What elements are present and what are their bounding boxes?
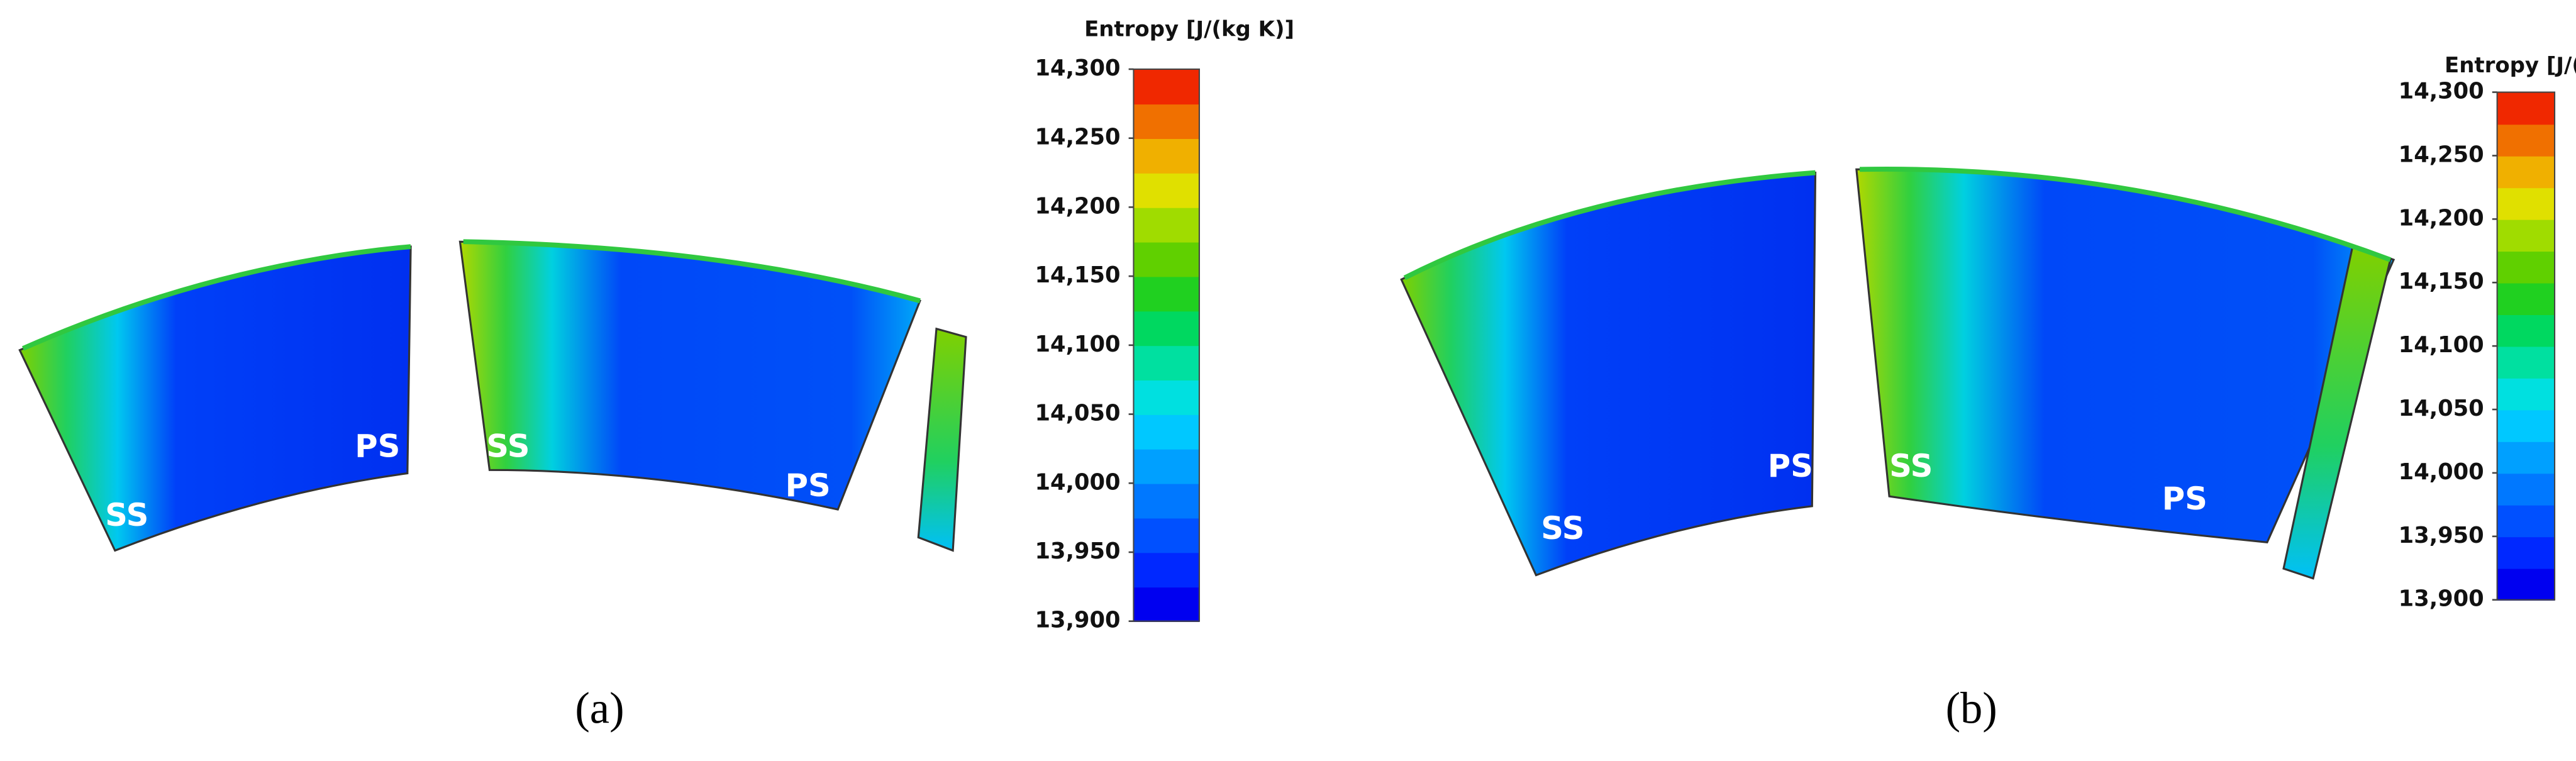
colorbar-band <box>2497 346 2555 379</box>
colorbar-band <box>2497 124 2555 157</box>
colorbar-tick-label: 14,050 <box>2399 396 2484 421</box>
region-label: SS <box>486 428 530 464</box>
colorbar-tick-label: 13,950 <box>1035 538 1121 564</box>
colorbar-band <box>2497 568 2555 601</box>
colorbar-tick-label: 14,150 <box>1035 262 1121 288</box>
region-label: PS <box>1768 448 1813 484</box>
colorbar-band <box>2497 282 2555 315</box>
colorbar-tick-label: 14,000 <box>1035 469 1121 495</box>
colorbar-band <box>1133 103 1199 139</box>
colorbar-tick-label: 13,900 <box>2399 586 2484 612</box>
passage <box>1400 171 1817 577</box>
colorbar-band <box>1133 552 1199 588</box>
colorbar-tick-label: 13,900 <box>1035 608 1121 633</box>
colorbar-title: Entropy [J/(kg K)] <box>1084 17 1294 42</box>
colorbar-tick-label: 14,050 <box>1035 401 1121 426</box>
colorbar-band <box>1133 414 1199 450</box>
colorbar-band <box>2497 504 2555 538</box>
region-label: PS <box>2162 480 2207 517</box>
strip <box>917 327 967 552</box>
region-label: PS <box>355 428 400 464</box>
caption: (a) <box>575 684 624 733</box>
colorbar-band <box>2497 441 2555 474</box>
colorbar-band <box>2497 155 2555 189</box>
region-label: SS <box>105 497 148 533</box>
passage <box>18 245 412 552</box>
colorbar-tick-label: 14,150 <box>2399 269 2484 294</box>
colorbar-band <box>1133 483 1199 519</box>
colorbar-tick-label: 13,950 <box>2399 523 2484 548</box>
colorbar-band <box>1133 379 1199 415</box>
colorbar-band <box>2497 187 2555 220</box>
colorbar-band <box>1133 310 1199 347</box>
colorbar-title: Entropy [J/(kg K)] <box>2445 53 2576 78</box>
colorbar-band <box>2497 250 2555 284</box>
colorbar-tick-label: 14,000 <box>2399 459 2484 485</box>
colorbar-band <box>1133 69 1199 105</box>
colorbar-band <box>2497 409 2555 442</box>
colorbar-band <box>2497 536 2555 569</box>
colorbar-tick-label: 14,250 <box>2399 142 2484 167</box>
colorbar-tick-label: 14,200 <box>2399 205 2484 231</box>
colorbar-band <box>2497 219 2555 252</box>
colorbar-band <box>1133 242 1199 277</box>
colorbar-band <box>1133 448 1199 484</box>
colorbar-band <box>1133 518 1199 553</box>
colorbar-band <box>1133 172 1199 208</box>
panel-a-field <box>18 239 967 552</box>
colorbar-tick-label: 14,300 <box>1035 55 1121 81</box>
colorbar-band <box>1133 207 1199 243</box>
colorbar-band <box>1133 586 1199 622</box>
edge <box>21 239 921 351</box>
colorbar-tick-label: 14,200 <box>1035 193 1121 219</box>
region-label: SS <box>1889 448 1933 484</box>
colorbar-band <box>1133 345 1199 380</box>
colorbar-band <box>2497 314 2555 347</box>
caption: (b) <box>1946 684 1997 733</box>
colorbar-band <box>2497 472 2555 506</box>
colorbar-band <box>1133 138 1199 174</box>
colorbar-band <box>2497 377 2555 411</box>
region-label: PS <box>786 467 831 504</box>
colorbar-tick-label: 14,100 <box>1035 331 1121 357</box>
colorbar-tick-label: 14,100 <box>2399 332 2484 358</box>
colorbar-tick-label: 14,250 <box>1035 125 1121 150</box>
panel-b-field <box>1400 167 2396 580</box>
colorbar-band <box>1133 276 1199 312</box>
colorbar-band <box>2497 92 2555 125</box>
region-label: SS <box>1541 510 1584 547</box>
edge <box>1403 167 2392 281</box>
colorbar-tick-label: 14,300 <box>2399 79 2484 104</box>
